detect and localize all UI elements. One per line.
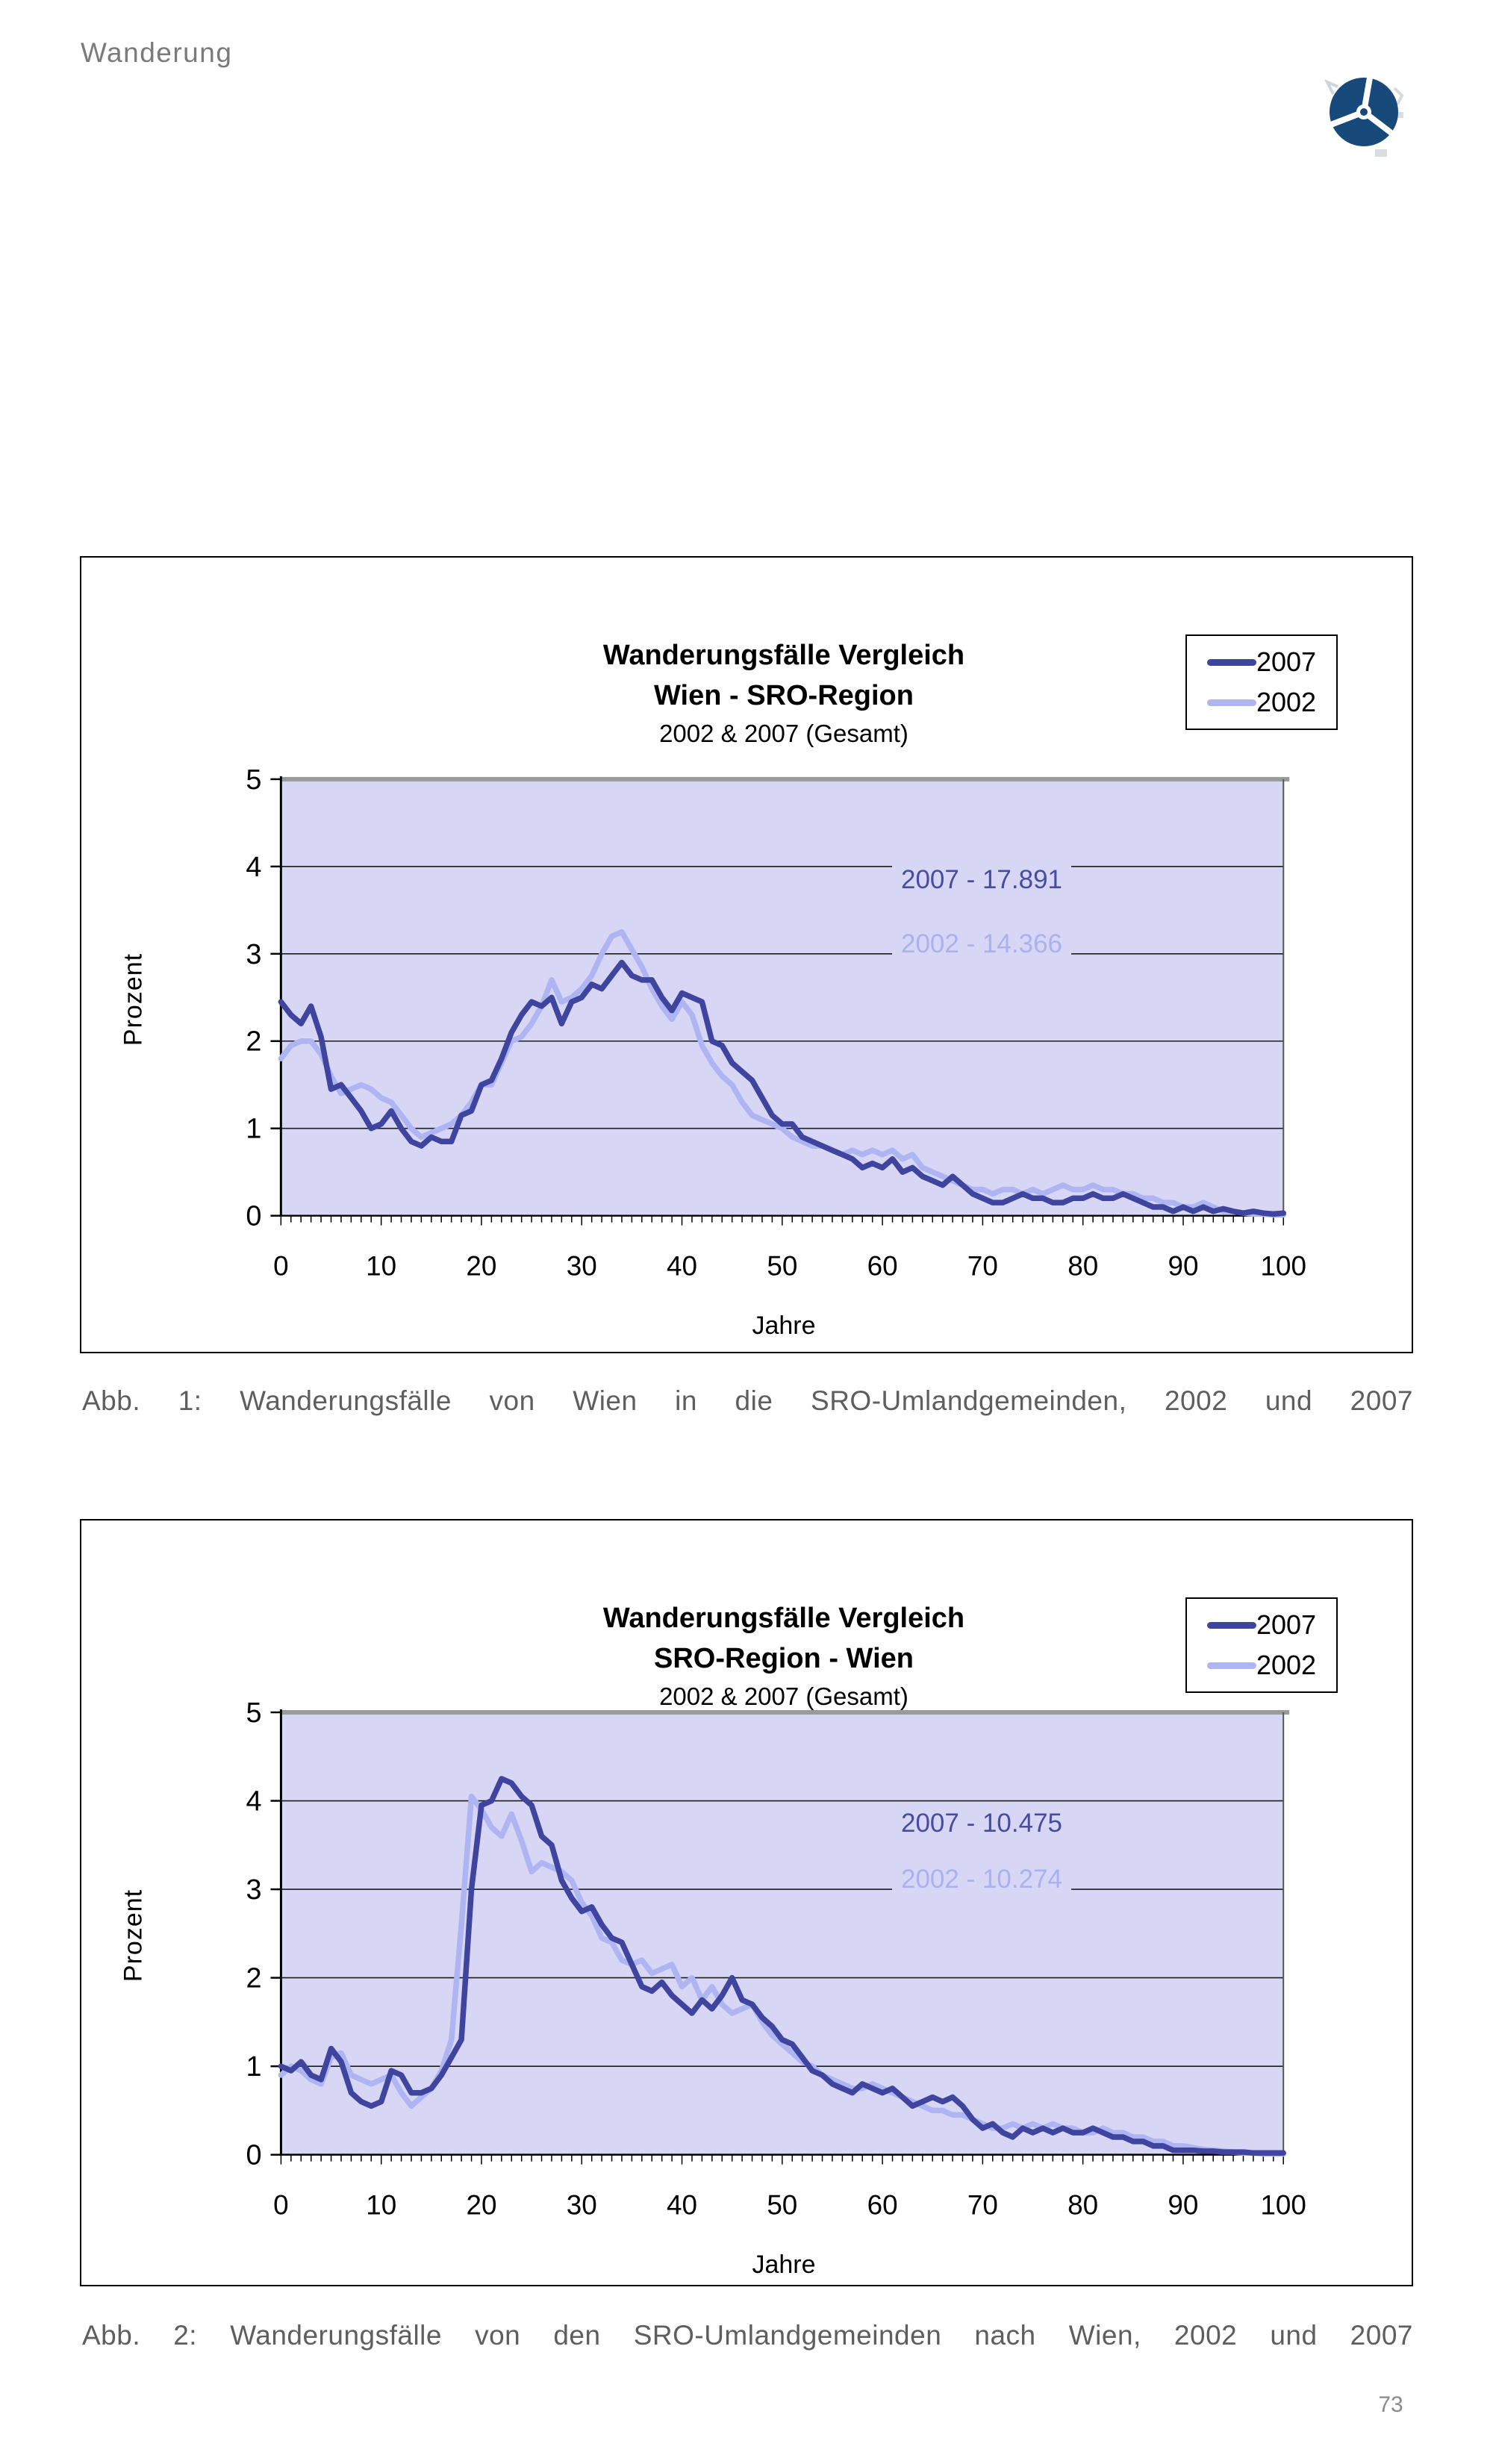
plot-background <box>281 779 1284 1216</box>
y-tick-label: 2 <box>246 1963 261 1994</box>
x-tick-label: 10 <box>366 1250 396 1281</box>
y-tick-label: 4 <box>246 1785 261 1817</box>
chart-title-line1: Wanderungsfälle Vergleich <box>602 1603 965 1634</box>
legend-label-2002: 2002 <box>1256 1650 1317 1680</box>
figure1-title-block: Wanderungsfälle Vergleich Wien - SRO-Reg… <box>281 635 1287 752</box>
x-tick-label: 90 <box>1168 1250 1199 1281</box>
y-tick-label: 0 <box>246 1201 261 1232</box>
series-line-2002 <box>278 929 1287 1218</box>
y-tick-label: 0 <box>246 2140 261 2171</box>
x-tick-label: 80 <box>1067 1250 1098 1281</box>
annotation-2002-total: 2002 - 14.366 <box>891 928 1072 961</box>
annotation-2007-total: 2007 - 10.475 <box>891 1807 1072 1840</box>
x-tick-label: 0 <box>273 1250 288 1281</box>
chart-title-line1: Wanderungsfälle Vergleich <box>602 640 965 671</box>
y-tick-label: 3 <box>246 1874 261 1906</box>
x-tick-label: 10 <box>366 2189 396 2220</box>
legend-entry-2007: 2007 <box>1187 1609 1336 1641</box>
legend-entry-2002: 2002 <box>1187 687 1336 718</box>
page-number: 73 <box>1378 2392 1403 2417</box>
x-tick-label: 40 <box>667 2189 697 2220</box>
figure2-chart: 0 1 2 3 4 5 0 10 20 30 40 50 60 70 80 90 100 Wanderungsf… <box>80 1519 1413 2286</box>
logo-hub-dot <box>1360 108 1368 116</box>
plot-top-border <box>281 1710 1290 1715</box>
y-tick-label: 2 <box>246 1026 261 1058</box>
y-axis-title: Prozent <box>119 952 148 1046</box>
x-axis-title: Jahre <box>752 1311 816 1340</box>
x-tick-label: 60 <box>867 2189 898 2220</box>
y-tick-label: 5 <box>246 764 261 796</box>
x-tick-label: 60 <box>867 1250 898 1281</box>
annotation-2002-total: 2002 - 10.274 <box>891 1863 1072 1896</box>
legend-line-sample-2007 <box>1206 658 1256 666</box>
logo-sketch-stroke <box>1324 79 1338 95</box>
legend-line-sample-2002 <box>1206 1662 1256 1669</box>
series-line-2007 <box>278 1776 1286 2156</box>
legend-entry-2007: 2007 <box>1187 646 1336 678</box>
logo-sketch-block <box>1396 112 1403 118</box>
propeller-circle-logo-icon <box>1324 77 1404 157</box>
x-tick-label: 20 <box>466 2189 496 2220</box>
series-line-2002 <box>278 1793 1286 2157</box>
x-tick-label: 20 <box>466 1250 496 1281</box>
x-tick-label: 40 <box>667 1250 697 1281</box>
figure1-legend: 2007 2002 <box>1185 634 1338 730</box>
x-tick-label: 80 <box>1067 2189 1098 2220</box>
chart-subtitle: 2002 & 2007 (Gesamt) <box>659 1682 908 1710</box>
y-tick-label: 1 <box>246 1114 261 1145</box>
plot-background <box>281 1712 1284 2155</box>
logo-sketch-block <box>1375 149 1387 157</box>
figure2-caption: Abb. 2: Wanderungsfälle von den SRO-Umla… <box>82 2320 1413 2351</box>
figure2-title-block: Wanderungsfälle Vergleich SRO-Region - W… <box>281 1598 1287 1715</box>
x-tick-label: 70 <box>967 2189 998 2220</box>
chart-title-line2: Wien - SRO-Region <box>654 680 914 711</box>
legend-line-sample-2007 <box>1206 1621 1256 1629</box>
y-tick-label: 4 <box>246 852 261 883</box>
x-tick-label: 30 <box>567 2189 597 2220</box>
x-tick-label: 70 <box>967 1250 998 1281</box>
legend-label-2007: 2007 <box>1256 646 1317 677</box>
y-tick-label: 1 <box>246 2051 261 2083</box>
page-header-title: Wanderung <box>81 37 233 68</box>
chart-title-line2: SRO-Region - Wien <box>654 1643 914 1674</box>
x-tick-label: 0 <box>273 2189 289 2220</box>
legend-entry-2002: 2002 <box>1187 1650 1336 1681</box>
figure2-legend: 2007 2002 <box>1185 1597 1338 1693</box>
legend-label-2002: 2002 <box>1256 687 1317 717</box>
annotation-2007-total: 2007 - 17.891 <box>891 864 1072 896</box>
x-axis-title: Jahre <box>752 2251 816 2279</box>
logo-sketch-stroke <box>1393 87 1404 105</box>
figure1-caption: Abb. 1: Wanderungsfälle von Wien in die … <box>82 1385 1413 1416</box>
figure1-chart: 0 1 2 3 4 5 0 10 20 30 40 50 60 70 80 90 100 Wanderungsf… <box>80 556 1413 1353</box>
x-tick-label: 50 <box>767 1250 797 1281</box>
x-tick-label: 100 <box>1261 1250 1307 1281</box>
y-tick-label: 3 <box>246 939 261 970</box>
y-axis-title: Prozent <box>119 1888 148 1982</box>
legend-line-sample-2002 <box>1206 699 1256 706</box>
chart-subtitle: 2002 & 2007 (Gesamt) <box>659 720 908 747</box>
x-tick-label: 50 <box>767 2189 797 2220</box>
plot-top-border <box>281 776 1290 782</box>
x-tick-label: 100 <box>1260 2189 1306 2220</box>
x-tick-label: 30 <box>567 1250 597 1281</box>
y-tick-label: 5 <box>246 1697 261 1729</box>
legend-label-2007: 2007 <box>1256 1609 1317 1640</box>
x-tick-label: 90 <box>1168 2189 1198 2220</box>
series-line-2007 <box>278 959 1287 1217</box>
